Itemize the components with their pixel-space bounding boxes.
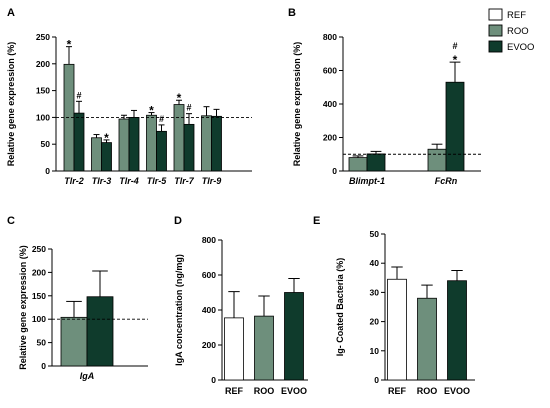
significance-hash: # [159,114,164,124]
significance-hash: # [76,90,81,100]
y-tick-label: 50 [37,338,47,348]
bar-evoo [86,296,114,367]
bar-roo [417,297,437,381]
y-tick-label: 0 [374,375,379,385]
y-tick-label: 100 [36,112,50,122]
y-tick-label: 200 [32,267,46,277]
panel-letter: A [7,7,15,19]
y-tick-label: 150 [32,291,46,301]
significance-star: * [453,53,458,67]
x-category-label: Tlr-4 [119,176,139,186]
panel-d: D 0 200 400 600 800 IgA concentration (ng/mg) R… [174,215,308,396]
bar-roo [118,118,130,172]
bar-evoo [156,130,167,172]
y-axis-label: Ig- Coated Bacteria (%) [335,258,345,357]
y-tick-label: 250 [36,32,50,42]
y-tick-label: 30 [370,287,380,297]
y-tick-label: 600 [202,270,216,280]
y-tick-label: 0 [41,361,46,371]
y-tick-label: 200 [36,59,50,69]
y-tick-label: 0 [211,375,216,385]
y-tick-label: 0 [332,166,337,176]
legend-swatch-roo [488,24,503,37]
x-category-label: Tlr-3 [92,176,112,186]
y-tick-label: 150 [36,86,50,96]
panel-e: E 0 10 20 30 40 50 Ig- Coated Bacteria (%) REF RO… [313,215,475,396]
significance-star: * [67,38,72,52]
y-tick-label: 200 [323,133,337,143]
panel-b: B 0 200 400 600 800 Relative gene expression (… [288,7,481,186]
x-category-label: EVOO [281,386,307,396]
y-tick-label: 50 [41,139,51,149]
x-category-label: Tlr-2 [64,176,84,186]
x-category-label: FcRn [435,176,458,186]
bar-evoo [284,292,304,381]
panel-letter: C [7,215,15,227]
x-category-label: IgA [80,371,95,381]
bar-roo [427,148,447,172]
x-category-label: EVOO [444,386,470,396]
bar-roo [254,315,274,381]
bar-evoo [211,115,222,172]
x-category-label: Tlr-5 [147,176,167,186]
bar-evoo [445,81,465,172]
bar-evoo [101,142,112,172]
legend-label: EVOO [507,42,534,53]
panel-letter: B [288,7,296,19]
bar-ref [387,278,407,381]
y-tick-label: 400 [202,305,216,315]
bar-evoo [183,123,195,172]
bar-evoo [366,153,386,172]
y-tick-label: 800 [323,32,337,42]
significance-star: * [104,131,109,145]
y-axis-label: IgA concentration (ng/mg) [174,254,184,366]
x-category-label: Blimpt-1 [349,176,385,186]
y-tick-label: 800 [202,235,216,245]
legend-swatch-ref [488,8,503,21]
y-axis-label: Relative gene expression (%) [18,245,28,370]
panel-letter: D [174,215,182,227]
y-tick-label: 600 [323,66,337,76]
panel-c: C 0 50 100 150 200 250 Relative gene expression… [7,215,148,381]
x-category-label: ROO [254,386,275,396]
bar-roo [146,114,157,172]
bar-roo [60,316,88,367]
y-tick-label: 20 [370,317,380,327]
legend-label: REF [507,10,526,21]
significance-hash: # [452,41,457,51]
y-tick-label: 50 [370,229,380,239]
legend: REF ROO EVOO [488,8,534,53]
panel-letter: E [313,215,320,227]
legend-swatch-evoo [488,40,503,53]
y-tick-label: 10 [370,346,380,356]
y-tick-label: 250 [32,244,46,254]
y-tick-label: 40 [370,258,380,268]
bar-evoo [128,117,140,172]
y-tick-label: 0 [45,166,50,176]
significance-star: * [149,104,154,118]
legend-label: ROO [507,26,529,37]
x-category-label: ROO [417,386,438,396]
bar-evoo [73,112,85,172]
y-tick-label: 400 [323,99,337,109]
bar-roo [201,115,212,172]
bar-roo [173,104,185,172]
y-axis-label: Relative gene expression (%) [292,42,302,167]
x-category-label: REF [225,386,244,396]
significance-hash: # [186,103,191,113]
y-tick-label: 200 [202,340,216,350]
x-category-label: Tlr-9 [202,176,222,186]
y-tick-label: 100 [32,314,46,324]
x-category-label: Tlr-7 [174,176,194,186]
panel-a: A 0 50 100 150 200 250 Relative gene expression… [6,7,252,186]
x-category-label: REF [388,386,407,396]
y-axis-label: Relative gene expression (%) [6,42,16,167]
bar-roo [348,157,368,172]
bar-ref [224,317,244,381]
significance-star: * [177,91,182,105]
bar-evoo [447,280,467,381]
bar-roo [91,137,102,172]
